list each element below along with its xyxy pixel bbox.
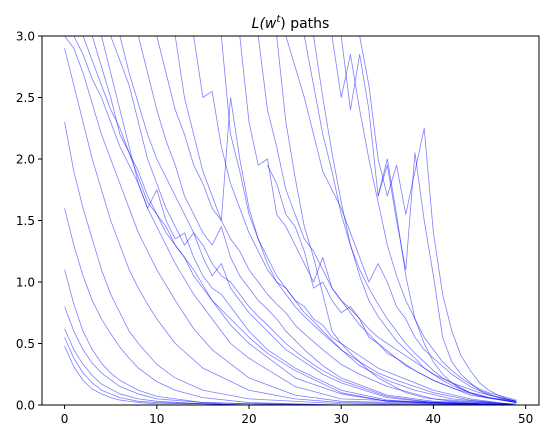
y-axis: 0.0 0.5 1.0 1.5 2.0 2.5 3.0 (16, 30, 42, 413)
y-tick-label: 1.5 (16, 214, 35, 228)
y-tick-label: 0.5 (16, 337, 35, 351)
y-tick-label: 1.0 (16, 276, 35, 290)
series-line-16 (137, 36, 517, 405)
series-line-24 (276, 36, 517, 405)
y-tick-label: 3.0 (16, 30, 35, 44)
series-line-17 (156, 36, 517, 405)
series-line-26 (303, 36, 517, 403)
x-axis: 0 10 20 30 40 50 (61, 405, 533, 426)
series-line-2 (64, 337, 517, 405)
y-tick-label: 2.0 (16, 153, 35, 167)
chart-series-group (64, 36, 517, 405)
series-line-21 (239, 36, 517, 403)
series-line-3 (64, 328, 517, 405)
series-line-8 (64, 48, 517, 405)
series-line-22 (257, 36, 517, 402)
x-tick-label: 20 (241, 412, 256, 426)
series-line-13 (101, 36, 517, 405)
series-line-25 (285, 36, 517, 402)
series-line-29 (340, 36, 517, 403)
series-line-5 (64, 269, 517, 405)
x-tick-label: 40 (426, 412, 441, 426)
y-tick-label: 2.5 (16, 91, 35, 105)
series-line-28 (331, 36, 517, 401)
series-line-4 (64, 306, 517, 405)
chart-title: L(wt) paths (252, 14, 330, 32)
series-line-30 (359, 36, 517, 402)
series-line-31 (377, 158, 517, 402)
series-line-11 (82, 36, 517, 405)
series-line-7 (64, 122, 517, 405)
y-tick-label: 0.0 (16, 399, 35, 413)
series-line-15 (119, 36, 517, 405)
series-line-12 (91, 36, 517, 405)
series-line-9 (64, 36, 517, 405)
series-line-27 (313, 36, 517, 403)
series-line-10 (73, 36, 517, 405)
series-line-1 (64, 345, 517, 405)
series-line-20 (220, 36, 517, 405)
series-line-19 (193, 36, 517, 405)
series-line-14 (110, 36, 517, 405)
series-line-23 (267, 164, 517, 403)
x-tick-label: 30 (334, 412, 349, 426)
x-tick-label: 0 (61, 412, 69, 426)
x-tick-label: 10 (149, 412, 164, 426)
x-tick-label: 50 (518, 412, 533, 426)
series-line-6 (64, 208, 517, 405)
